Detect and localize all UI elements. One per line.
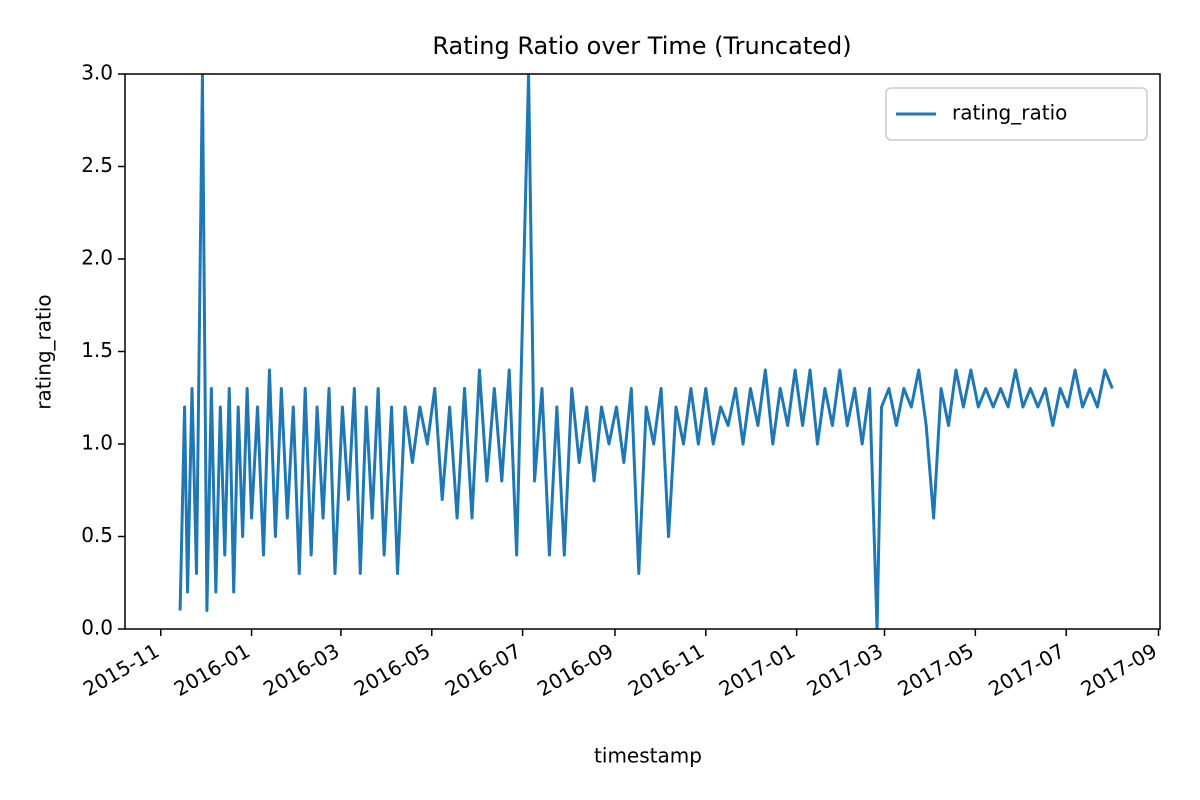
- y-tick-label: 3.0: [81, 61, 113, 85]
- y-tick-label: 1.5: [81, 338, 113, 362]
- legend-label: rating_ratio: [952, 101, 1067, 125]
- plot-area: [178, 74, 1114, 629]
- x-tick-label: 2015-11: [79, 639, 163, 702]
- y-tick-label: 2.5: [81, 153, 113, 177]
- x-tick-label: 2016-09: [533, 639, 617, 702]
- y-tick-label: 0.5: [81, 523, 113, 547]
- y-tick-label: 2.0: [81, 246, 113, 270]
- x-tick-label: 2016-11: [624, 639, 708, 702]
- x-tick-label: 2017-09: [1077, 639, 1161, 702]
- data-line: [178, 74, 1114, 629]
- y-axis-label: rating_ratio: [32, 294, 56, 409]
- x-tick-label: 2017-01: [715, 639, 799, 702]
- y-tick-label: 1.0: [81, 431, 113, 455]
- x-axis-label: timestamp: [594, 744, 702, 768]
- legend-box: [885, 87, 1148, 141]
- y-tick-label: 0.0: [81, 616, 113, 640]
- x-tick-label: 2017-03: [803, 639, 887, 702]
- plot-frame: [124, 73, 1161, 630]
- x-tick-label: 2016-07: [441, 639, 525, 702]
- x-tick-label: 2016-05: [350, 639, 434, 702]
- x-tick-label: 2016-03: [259, 639, 343, 702]
- x-tick-label: 2017-07: [984, 639, 1068, 702]
- chart-title: Rating Ratio over Time (Truncated): [432, 32, 851, 60]
- x-tick-label: 2016-01: [170, 639, 254, 702]
- x-tick-label: 2017-05: [893, 639, 977, 702]
